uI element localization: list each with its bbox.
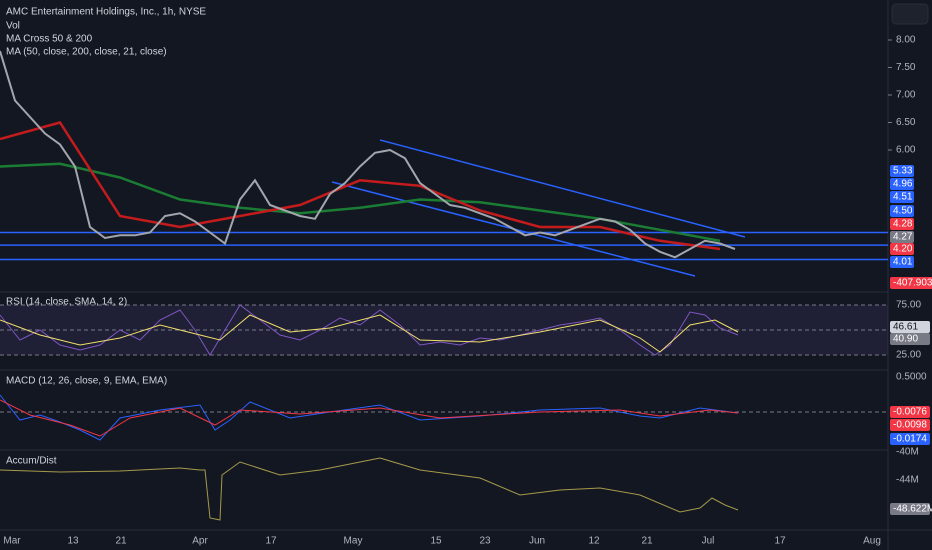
symbol-title[interactable]: AMC Entertainment Holdings, Inc., 1h, NY… <box>6 7 206 18</box>
value-tag <box>890 419 930 431</box>
value-tag <box>890 333 930 345</box>
value-tag <box>890 503 930 515</box>
value-tag-label: -0.0174 <box>893 434 927 445</box>
value-tag <box>890 433 930 445</box>
value-tag-label: -0.0098 <box>893 420 927 431</box>
time-axis-label: 12 <box>588 536 600 547</box>
toolbar-button[interactable] <box>891 3 929 25</box>
study-label[interactable]: MA (50, close, 200, close, 21, close) <box>6 47 167 58</box>
accum-dist-line <box>0 457 739 521</box>
rsi-ma-line <box>0 314 739 353</box>
price-tag <box>890 205 914 217</box>
ma50-line <box>0 121 721 251</box>
price-line <box>0 50 736 259</box>
price-tag <box>890 165 914 177</box>
time-axis-label: 23 <box>479 536 491 547</box>
time-axis-label: 21 <box>115 536 127 547</box>
time-axis-label: 13 <box>67 536 79 547</box>
signal-line <box>0 399 739 437</box>
axis-label: 75.00 <box>896 300 921 311</box>
price-axis-label: 8.00 <box>896 35 916 46</box>
value-tag-label: 46.61 <box>893 322 918 333</box>
price-tag <box>890 243 914 255</box>
time-axis-label: Apr <box>192 536 208 547</box>
price-tag-label: 4.27 <box>893 232 913 243</box>
price-tag-label: -407.903K <box>893 278 932 289</box>
value-tag <box>890 406 930 418</box>
price-tag-label: 4.28 <box>893 219 913 230</box>
time-axis-label: Jun <box>529 536 545 547</box>
pane-title[interactable]: RSI (14, close, SMA, 14, 2) <box>6 297 127 308</box>
price-tag-label: 5.33 <box>893 166 913 177</box>
price-tag <box>890 218 914 230</box>
axis-label: -40M <box>896 447 919 458</box>
price-tag <box>890 256 914 268</box>
price-tag <box>890 231 914 243</box>
value-tag-label: -0.0076 <box>893 407 927 418</box>
time-axis-label: 15 <box>430 536 442 547</box>
study-label[interactable]: Vol <box>6 21 20 32</box>
pane-title[interactable]: Accum/Dist <box>6 456 57 467</box>
axis-label: 0.5000 <box>896 372 927 383</box>
price-axis-label: 6.50 <box>896 117 916 128</box>
value-tag-label: 40.90 <box>893 334 918 345</box>
axis-label: -44M <box>896 475 919 486</box>
axis-label: 25.00 <box>896 350 921 361</box>
time-axis-label: 17 <box>774 536 786 547</box>
price-tag <box>890 178 914 190</box>
price-tag-label: 4.51 <box>893 192 913 203</box>
time-axis-label: Aug <box>863 536 881 547</box>
time-axis-label: Mar <box>3 536 21 547</box>
time-axis-label: Jul <box>702 536 715 547</box>
price-tag-label: 4.20 <box>893 244 913 255</box>
price-axis-label: 6.00 <box>896 145 916 156</box>
study-label[interactable]: MA Cross 50 & 200 <box>6 34 93 45</box>
price-tag <box>890 277 932 289</box>
value-tag-label: -48.622M <box>893 504 932 515</box>
price-tag-label: 4.96 <box>893 179 913 190</box>
trend-line <box>379 139 746 238</box>
time-axis-label: 17 <box>265 536 277 547</box>
price-axis-label: 7.00 <box>896 90 916 101</box>
time-axis-label: 21 <box>641 536 653 547</box>
time-axis-label: May <box>344 536 363 547</box>
price-tag-label: 4.50 <box>893 206 913 217</box>
price-axis-label: 7.50 <box>896 62 916 73</box>
price-tag <box>890 191 914 203</box>
value-tag <box>890 321 930 333</box>
pane-title[interactable]: MACD (12, 26, close, 9, EMA, EMA) <box>6 376 167 387</box>
price-tag-label: 4.01 <box>893 257 913 268</box>
